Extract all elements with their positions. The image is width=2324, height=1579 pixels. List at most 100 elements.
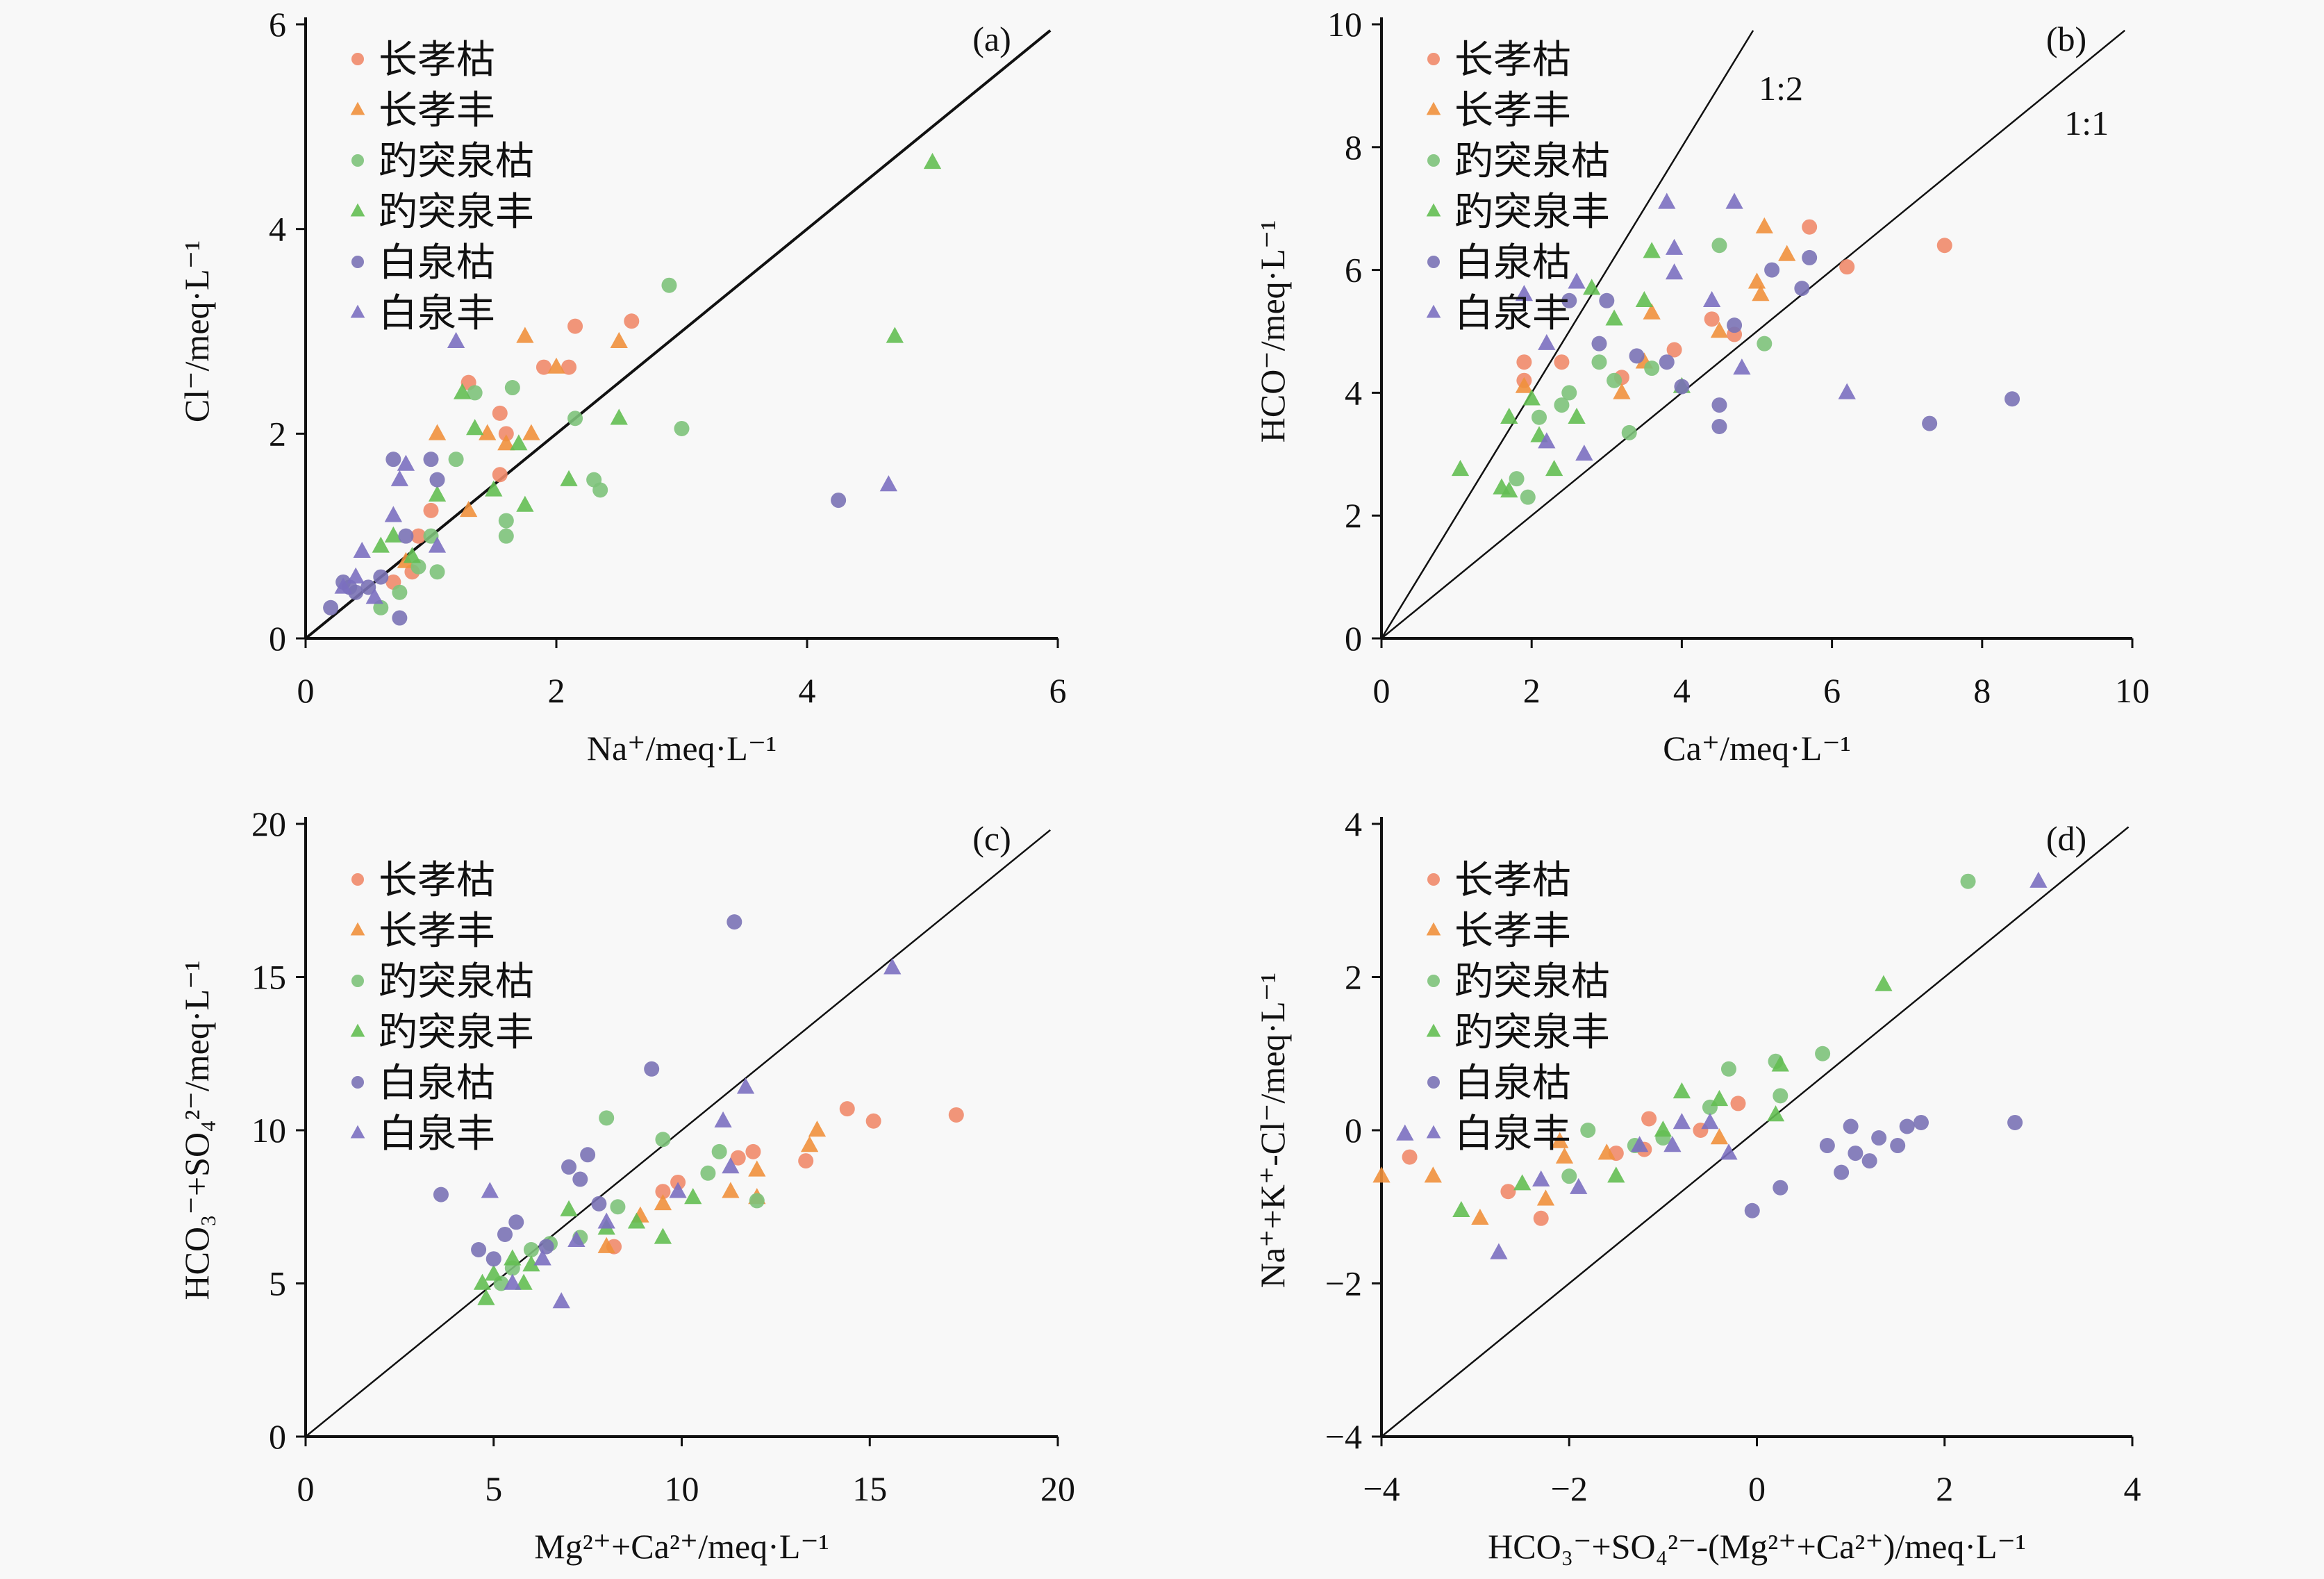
data-point	[390, 470, 409, 486]
x-tick-label: 6	[1823, 671, 1841, 710]
legend-label: 白泉丰	[379, 291, 495, 336]
data-point	[504, 380, 520, 396]
y-axis-title: HCO₃⁻+SO₄²⁻/meq·L⁻¹	[177, 961, 216, 1300]
data-point	[428, 424, 447, 440]
data-point	[1654, 1121, 1673, 1137]
data-point	[516, 326, 534, 343]
legend-marker	[1426, 1125, 1441, 1139]
data-point	[1500, 1184, 1516, 1200]
data-point	[466, 419, 484, 436]
x-tick-label: 2	[1936, 1469, 1953, 1508]
x-tick-label: 10	[2115, 671, 2150, 710]
y-tick-label: 5	[269, 1264, 286, 1303]
legend-label: 长孝枯	[1454, 38, 1571, 83]
data-point	[479, 424, 497, 440]
legend-marker	[351, 53, 364, 65]
data-point	[1471, 1208, 1489, 1225]
data-point	[560, 470, 578, 486]
data-point	[1621, 424, 1637, 440]
data-point	[2005, 391, 2020, 407]
data-point	[798, 1153, 814, 1169]
legend-marker	[350, 203, 365, 217]
data-point	[1861, 1153, 1877, 1169]
reference-line-label: 1:1	[2064, 104, 2109, 142]
data-point	[323, 600, 339, 615]
legend-label: 长孝枯	[379, 38, 495, 83]
x-axis-title: HCO₃⁻+SO₄²⁻-(Mg²⁺+Ca²⁺)/meq·L⁻¹	[1488, 1527, 2026, 1566]
data-point	[1773, 1088, 1788, 1104]
panel-c: 0 5 10 15 20 0 5 10 15 20 Mg²⁺+Ca²⁺/meq·L⁻¹ HCO₃⁻+S…	[177, 804, 1075, 1566]
data-point	[654, 1227, 672, 1244]
data-point	[1536, 1189, 1555, 1206]
legend-marker	[350, 304, 365, 318]
data-point	[567, 411, 583, 427]
data-point	[886, 326, 904, 343]
data-point	[948, 1107, 964, 1123]
data-point	[1515, 377, 1534, 393]
data-point	[711, 1143, 727, 1159]
data-point	[1748, 272, 1766, 289]
data-point	[1819, 1138, 1835, 1154]
x-tick-label: 15	[852, 1469, 887, 1508]
data-point	[1764, 262, 1780, 278]
data-point	[1538, 333, 1556, 350]
data-point	[1538, 432, 1556, 449]
data-point	[385, 452, 401, 468]
data-point	[1599, 292, 1615, 308]
data-point	[547, 357, 565, 374]
legend-label: 长孝枯	[1454, 858, 1571, 903]
data-point	[1402, 1149, 1418, 1165]
data-point	[492, 467, 508, 483]
data-point	[1372, 1166, 1391, 1183]
data-point	[610, 1199, 626, 1215]
series	[397, 326, 628, 568]
data-point	[1522, 389, 1541, 406]
data-point	[2030, 871, 2048, 888]
y-tick-label: 15	[251, 958, 286, 997]
data-point	[567, 1230, 586, 1247]
x-tick-label: −2	[1551, 1469, 1588, 1508]
data-point	[403, 547, 422, 563]
data-point	[879, 475, 897, 492]
series	[1515, 192, 1856, 461]
data-point	[883, 958, 902, 975]
series	[473, 1188, 702, 1305]
data-point	[1533, 1210, 1549, 1226]
data-point	[467, 385, 483, 401]
series	[1372, 1128, 1729, 1225]
data-point	[1663, 1136, 1682, 1152]
data-point	[808, 1121, 827, 1137]
data-point	[522, 1255, 540, 1272]
data-point	[610, 408, 628, 425]
data-point	[1839, 259, 1855, 275]
data-point	[497, 434, 515, 451]
data-point	[492, 405, 508, 421]
data-point	[1899, 1118, 1915, 1134]
data-point	[428, 485, 447, 502]
legend-marker	[1427, 975, 1440, 987]
data-point	[1424, 1166, 1442, 1183]
data-point	[448, 452, 464, 468]
series	[597, 1121, 827, 1253]
data-point	[460, 500, 478, 518]
data-point	[1710, 1090, 1729, 1107]
data-point	[533, 1249, 551, 1266]
x-tick-label: −4	[1363, 1469, 1400, 1508]
data-point	[429, 564, 445, 580]
data-point	[1875, 975, 1893, 991]
data-point	[510, 434, 528, 451]
series	[334, 331, 897, 604]
legend-label: 长孝丰	[1454, 909, 1571, 954]
data-point	[508, 1214, 524, 1230]
panel-a: 0 2 4 6 0 2 4 6 Na⁺/meq·L⁻¹ Cl⁻/meq·L⁻¹ (a) 长孝枯长孝丰趵…	[177, 5, 1067, 768]
data-point	[1711, 397, 1727, 413]
data-point	[1591, 354, 1607, 370]
data-point	[597, 1237, 615, 1253]
y-tick-label: 0	[1345, 1111, 1362, 1150]
legend-marker	[1426, 1023, 1441, 1037]
legend-label: 白泉丰	[1454, 291, 1571, 336]
